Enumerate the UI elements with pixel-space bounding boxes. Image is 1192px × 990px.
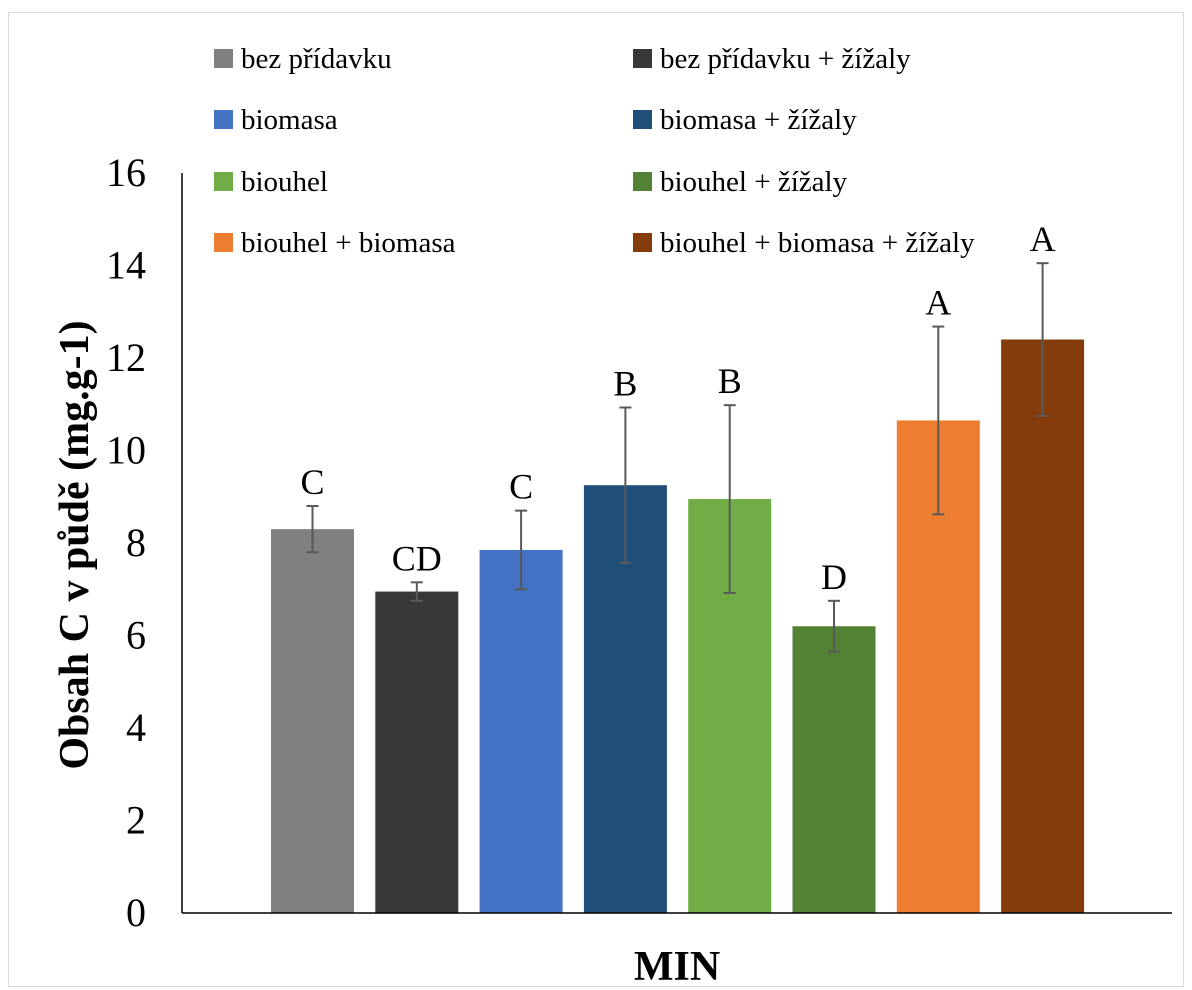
significance-label: CD <box>392 538 442 578</box>
significance-label: B <box>718 361 742 401</box>
legend-label: bez přídavku <box>241 43 392 75</box>
legend-label: bez přídavku + žížaly <box>660 43 911 75</box>
legend-label: biouhel + biomasa + žížaly <box>660 227 975 259</box>
legend-swatch <box>214 172 233 191</box>
y-axis-title: Obsah C v půdě (mg.g-1) <box>52 320 98 769</box>
significance-label: C <box>300 462 324 502</box>
legend: bez přídavku bez přídavku + žížaly biomasa… <box>214 43 975 259</box>
y-tick-label: 6 <box>126 613 146 658</box>
x-axis-title: MIN <box>634 944 720 990</box>
y-axis: 0 2 4 6 8 10 12 14 16 <box>106 150 183 935</box>
legend-swatch <box>214 49 233 68</box>
significance-label: D <box>821 557 847 597</box>
y-tick-label: 16 <box>106 150 146 195</box>
y-tick-label: 4 <box>126 705 146 750</box>
bar <box>375 591 459 913</box>
bar <box>271 529 354 913</box>
bar <box>792 626 876 913</box>
y-tick-label: 0 <box>126 890 146 935</box>
legend-label: biouhel + žížaly <box>660 166 848 198</box>
legend-label: biouhel <box>241 166 328 198</box>
legend-swatch <box>633 233 652 252</box>
bars: C CD C B B D A A <box>271 219 1085 913</box>
legend-swatch <box>633 49 652 68</box>
legend-swatch <box>633 172 652 191</box>
significance-label: A <box>1030 219 1056 259</box>
y-tick-label: 12 <box>106 335 146 380</box>
significance-label: C <box>509 467 533 507</box>
bar <box>1001 339 1085 913</box>
legend-label: biouhel + biomasa <box>241 227 456 259</box>
legend-swatch <box>214 110 233 129</box>
y-tick-label: 14 <box>106 243 146 288</box>
legend-swatch <box>214 233 233 252</box>
significance-label: B <box>613 363 637 403</box>
legend-label: biomasa + žížaly <box>660 104 857 136</box>
chart-frame <box>8 12 1184 987</box>
y-tick-label: 8 <box>126 520 146 565</box>
y-tick-label: 10 <box>106 428 146 473</box>
y-tick-label: 2 <box>126 798 146 843</box>
legend-label: biomasa <box>241 104 338 136</box>
bar <box>479 549 563 913</box>
significance-label: A <box>925 283 951 323</box>
legend-swatch <box>633 110 652 129</box>
